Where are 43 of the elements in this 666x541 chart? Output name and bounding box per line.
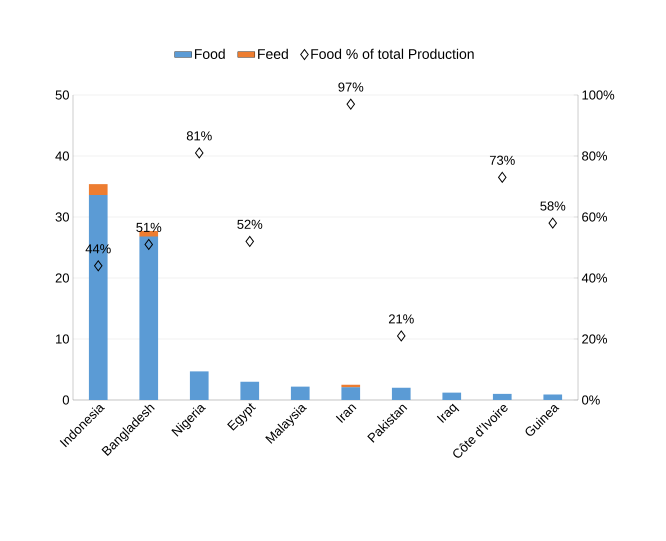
- data-label: 21%: [388, 314, 414, 324]
- bar: [139, 231, 158, 237]
- y2-tick-label: 0%: [582, 395, 600, 405]
- y-tick-label: 40: [55, 151, 69, 161]
- bar: [341, 387, 360, 400]
- x-tick-label: Iran: [336, 404, 356, 423]
- data-label: 81%: [186, 131, 212, 140]
- y2-tick-label: 100%: [582, 90, 614, 100]
- bar: [290, 386, 310, 400]
- x-tick-label: Iraq: [436, 404, 460, 423]
- point: [397, 330, 406, 342]
- bar: [442, 392, 462, 400]
- y-tick-label: 30: [56, 212, 69, 222]
- bar: [88, 184, 108, 196]
- bar: [240, 382, 260, 400]
- point: [246, 236, 254, 247]
- data-label: 52%: [237, 220, 262, 229]
- y-tick-label: 0: [62, 395, 69, 405]
- point: [195, 147, 204, 158]
- y2-tick-label: 20%: [582, 334, 607, 344]
- point: [346, 98, 355, 110]
- data-label: 51%: [136, 222, 162, 232]
- y-tick-label: 50: [56, 90, 69, 100]
- legend-label: Feed: [258, 48, 288, 59]
- y-tick-label: 20: [56, 273, 69, 283]
- data-label: 97%: [338, 82, 364, 92]
- legend-label: Food % of total Production: [311, 48, 474, 59]
- y2-tick-label: 60%: [582, 212, 607, 222]
- bar: [190, 371, 209, 400]
- y2-tick-label: 80%: [582, 151, 607, 161]
- bar: [492, 394, 512, 400]
- point: [144, 238, 153, 250]
- data-label: 58%: [540, 201, 566, 211]
- bar: [139, 236, 158, 400]
- y2-tick-label: 40%: [582, 273, 607, 283]
- bar: [392, 388, 411, 400]
- point: [548, 218, 557, 229]
- bar: [543, 394, 562, 400]
- legend-label: Food: [194, 48, 225, 59]
- data-label: 73%: [490, 156, 515, 165]
- point: [94, 260, 102, 272]
- y-tick-label: 10: [56, 334, 69, 344]
- point: [498, 172, 506, 183]
